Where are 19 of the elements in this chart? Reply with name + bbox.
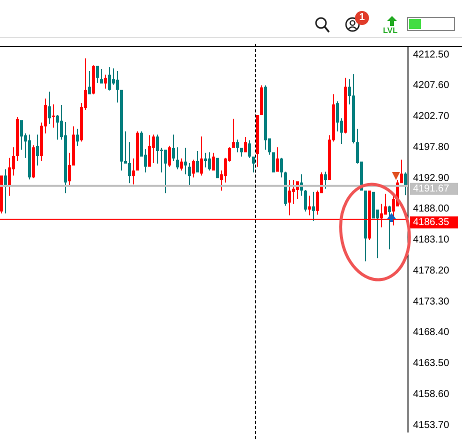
ref-line-label: 4186.35 xyxy=(413,217,450,228)
y-tick-label: 4212.50 xyxy=(413,49,450,60)
y-tick-label: 4188.00 xyxy=(413,204,450,215)
y-tick-label: 4158.60 xyxy=(413,388,450,400)
y-tick-label: 4153.70 xyxy=(413,420,450,431)
candlestick xyxy=(52,104,55,128)
y-tick-label: 4178.20 xyxy=(413,265,450,276)
y-tick-label: 4183.10 xyxy=(413,234,450,246)
text: LVL xyxy=(383,26,398,35)
text: 1 xyxy=(355,11,369,25)
y-tick-label: 4202.70 xyxy=(413,111,450,122)
y-tick-label: 4173.30 xyxy=(413,296,450,308)
y-tick-label: 4197.80 xyxy=(413,142,450,153)
y-tick-label: 4168.40 xyxy=(413,327,450,338)
y-tick-label: 4207.60 xyxy=(413,80,450,92)
candlestick xyxy=(184,148,187,174)
ref-line-label: 4191.67 xyxy=(413,184,450,195)
y-tick-label: 4192.90 xyxy=(413,172,450,184)
y-tick-label: 4163.50 xyxy=(413,358,450,370)
